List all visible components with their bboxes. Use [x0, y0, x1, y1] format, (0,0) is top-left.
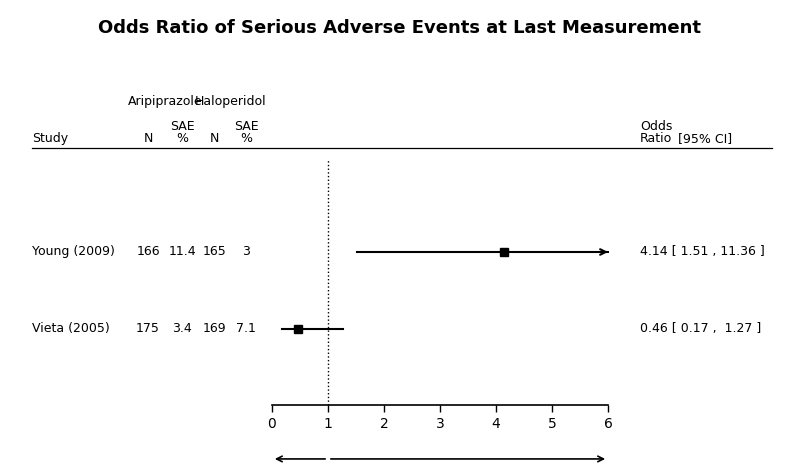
Text: 11.4: 11.4: [169, 245, 196, 259]
Text: 169: 169: [202, 322, 226, 335]
Text: Aripiprazole: Aripiprazole: [128, 95, 203, 108]
Text: SAE: SAE: [234, 120, 258, 133]
Text: Young (2009): Young (2009): [32, 245, 115, 259]
Text: 165: 165: [202, 245, 226, 259]
Text: Vieta (2005): Vieta (2005): [32, 322, 110, 335]
Text: Ratio: Ratio: [640, 132, 672, 145]
Text: 3: 3: [242, 245, 250, 259]
Text: N: N: [143, 132, 153, 145]
Text: Odds Ratio of Serious Adverse Events at Last Measurement: Odds Ratio of Serious Adverse Events at …: [98, 19, 702, 37]
Text: 166: 166: [136, 245, 160, 259]
Text: 7.1: 7.1: [237, 322, 256, 335]
Text: 3.4: 3.4: [173, 322, 192, 335]
Text: 0.46 [ 0.17 ,  1.27 ]: 0.46 [ 0.17 , 1.27 ]: [640, 322, 762, 335]
Text: %: %: [176, 132, 189, 145]
Text: 175: 175: [136, 322, 160, 335]
Text: %: %: [240, 132, 253, 145]
Text: N: N: [210, 132, 219, 145]
Text: Study: Study: [32, 132, 68, 145]
Text: Haloperidol: Haloperidol: [194, 95, 266, 108]
Text: Odds: Odds: [640, 120, 672, 133]
Text: SAE: SAE: [170, 120, 194, 133]
Text: [95% CI]: [95% CI]: [678, 132, 733, 145]
Text: 4.14 [ 1.51 , 11.36 ]: 4.14 [ 1.51 , 11.36 ]: [640, 245, 765, 259]
